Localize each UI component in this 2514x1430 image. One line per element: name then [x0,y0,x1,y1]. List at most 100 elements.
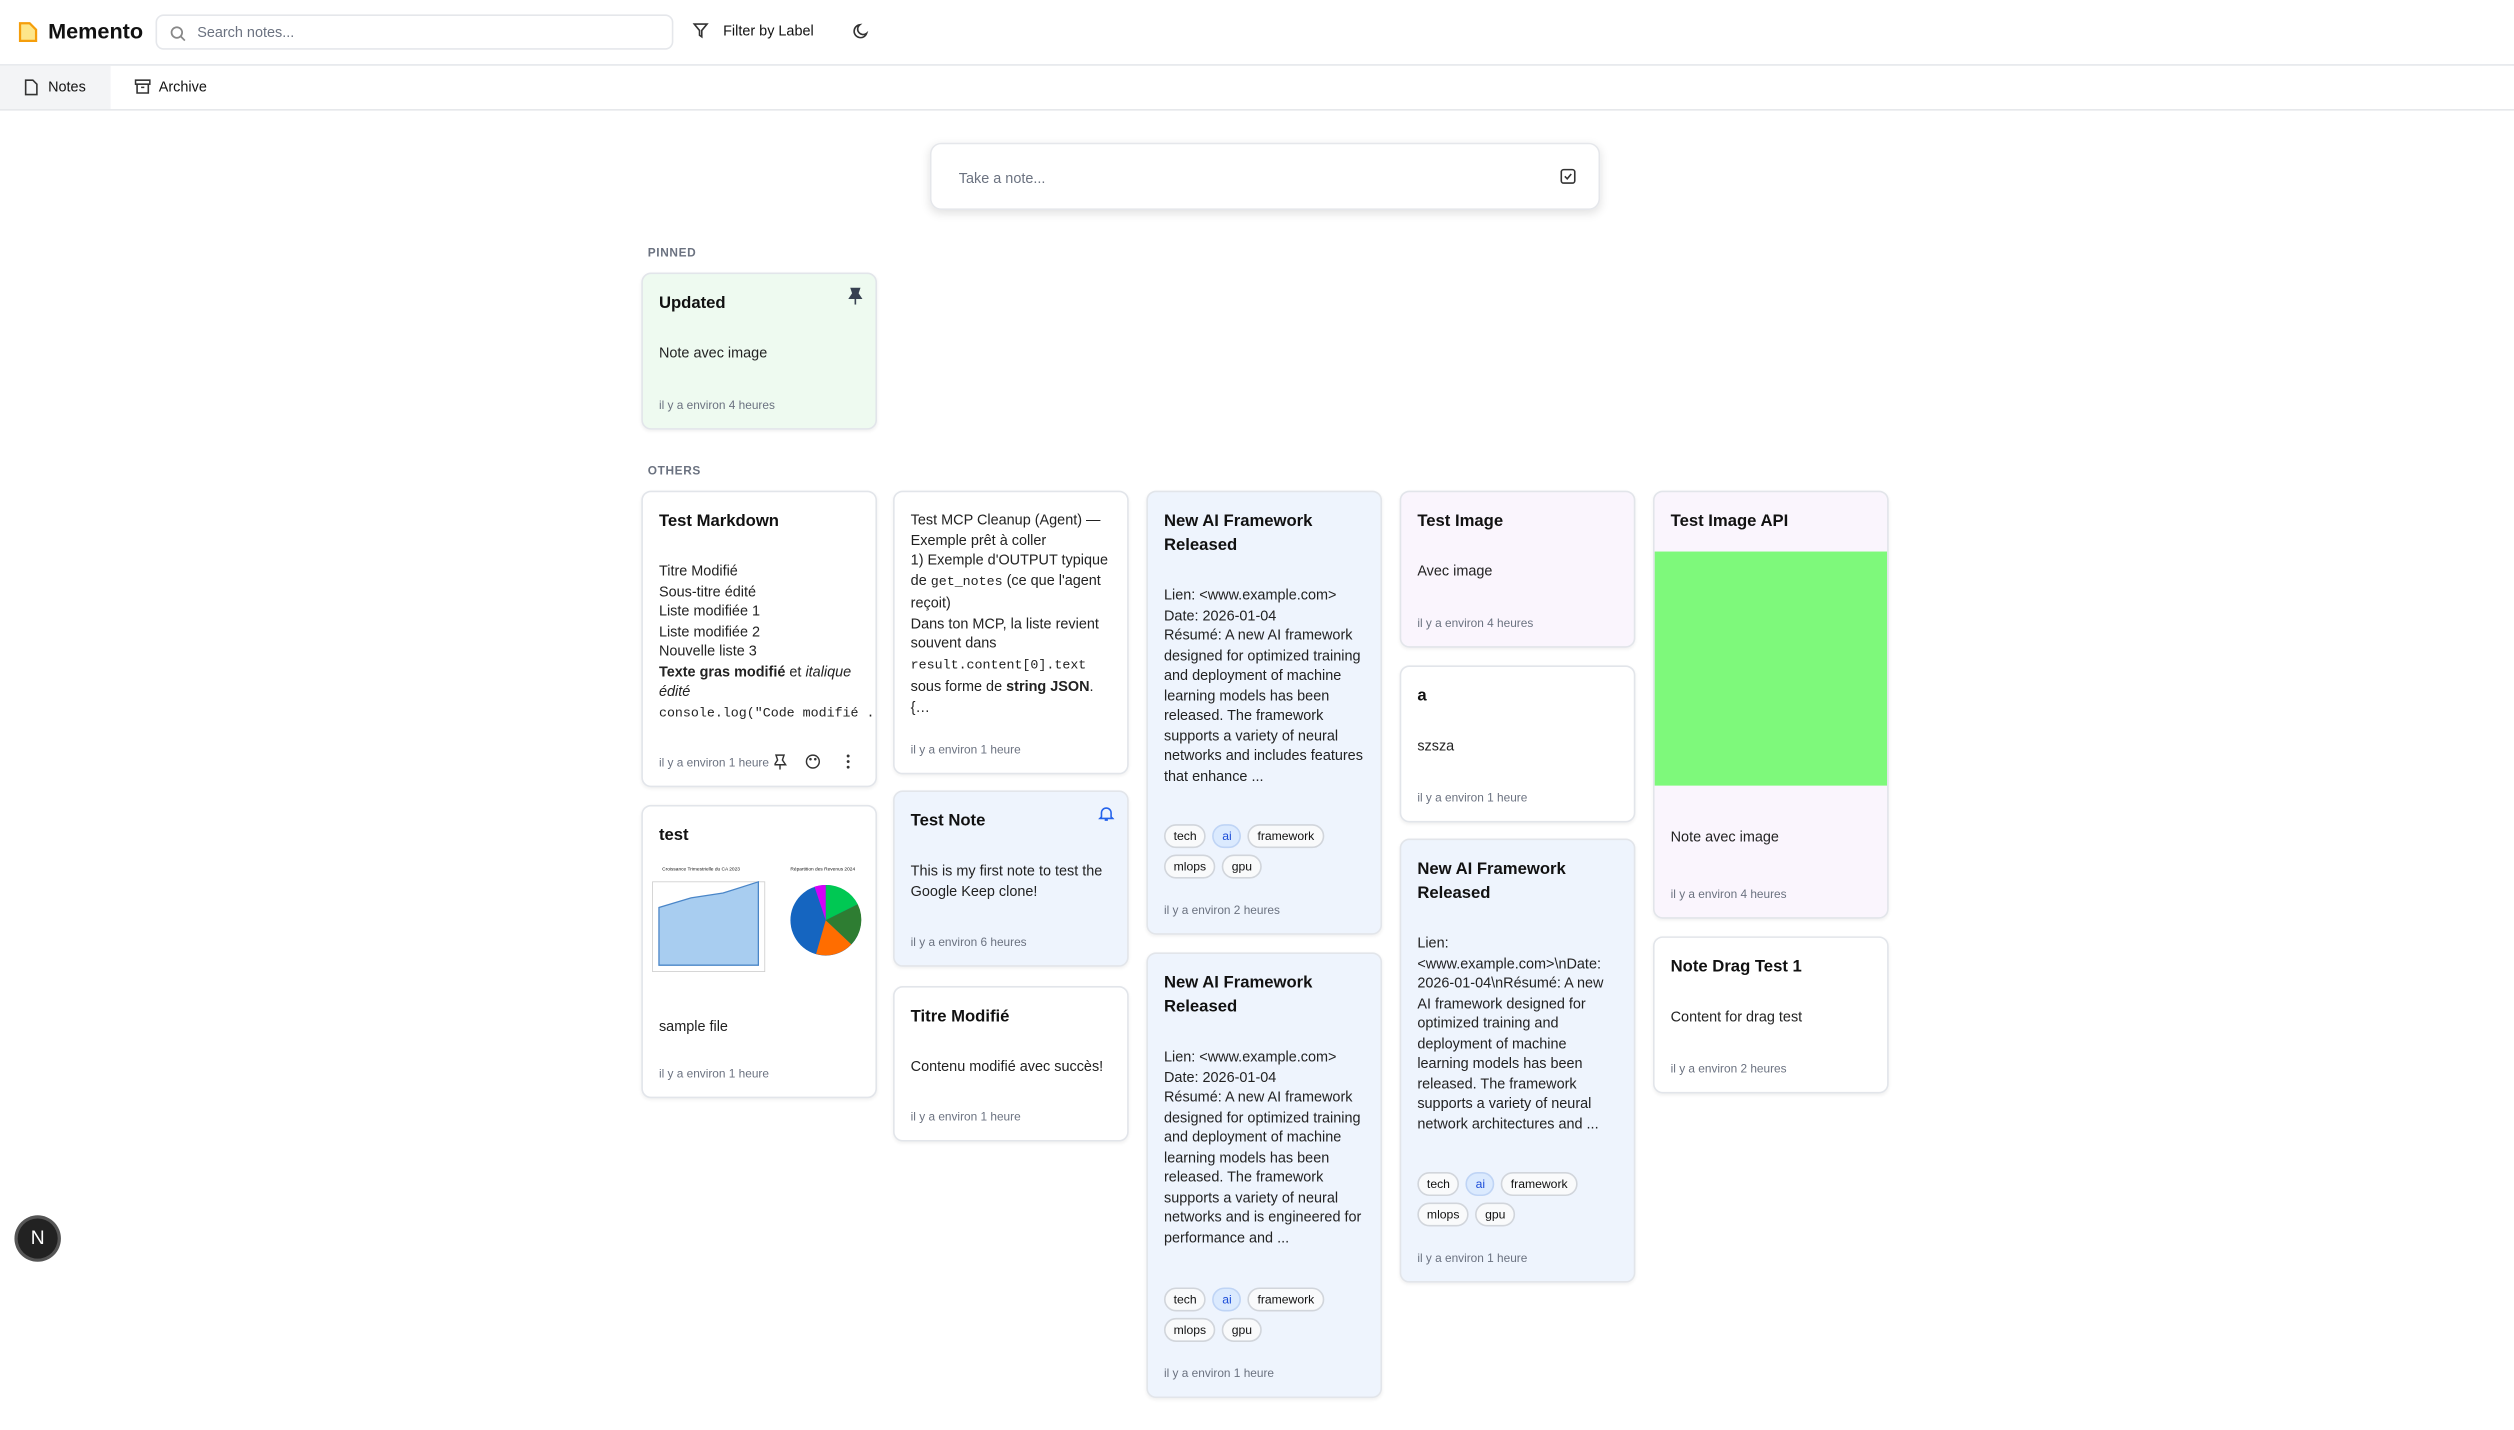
search-placeholder: Search notes... [197,24,295,41]
label-chip[interactable]: gpu [1222,1317,1262,1342]
note-body: Titre Modifié Sous-titre édité Liste modif… [658,561,875,725]
text-run: . [1089,678,1094,695]
text-run: de [910,571,931,588]
body-line: Avec image [1417,562,1493,579]
body-line: Résumé: A new AI framework designed for … [1163,626,1363,784]
label-chip[interactable]: tech [1163,1287,1207,1312]
body-line: Content for drag test [1670,1008,1803,1025]
note-card[interactable]: Titre Modifié Contenu modifié avec succès… [893,986,1129,1142]
text-run: string JSON [1006,678,1090,695]
label-chip[interactable]: ai [1212,824,1242,849]
note-images: Croissance Trimestrielle du CA 2023 Répar… [643,866,875,978]
note-time: il y a environ 1 heure [910,1109,1021,1124]
filter-label: Filter by Label [723,22,814,39]
text-run: get_notes [930,574,1003,590]
text-run: console.log("Code modifié ... [658,706,878,721]
body-line: Note avec image [1670,828,1779,845]
note-time: il y a environ 2 heures [1163,902,1280,918]
note-title: New AI Framework Released [1163,974,1313,1017]
body-line: Exemple prêt à coller [910,531,1047,548]
note-title: Titre Modifié [910,1008,1010,1027]
note-title: Test Note [910,812,986,831]
label-chip[interactable]: gpu [1222,854,1262,879]
archive-tab[interactable]: Archive [134,66,231,109]
note-card[interactable]: test Croissance Trimestrielle du CA 2023 R… [641,804,878,1099]
note-time: il y a environ 4 heures [1417,615,1534,631]
note-card[interactable]: Test MCP Cleanup (Agent) — Exemple prêt à… [893,490,1129,775]
note-card[interactable]: New AI Framework Released Lien: <www.exam… [1146,490,1383,935]
note-card[interactable]: a szsza il y a environ 1 heure [1399,665,1636,823]
note-time: il y a environ 1 heure [658,1066,769,1081]
note-body: Lien: <www.example.com> Date: 2026-01-04 R… [1164,585,1364,785]
note-body: Note avec image [1671,827,1871,847]
label-chip[interactable]: gpu [1475,1202,1516,1227]
label-chip[interactable]: mlops [1417,1202,1470,1227]
note-body: This is my first note to test the Google… [911,861,1111,901]
note-time: il y a environ 1 heure [1417,1250,1528,1266]
text-run: et [785,662,806,679]
note-time: il y a environ 1 heure [910,742,1021,757]
note-body: Contenu modifié avec succès! [911,1057,1111,1077]
dev-badge[interactable]: N [17,1218,58,1259]
body-line: {… [910,698,930,715]
tab-label: Notes [48,78,86,95]
text-run: Texte gras modifié [658,662,786,679]
search-icon [170,26,186,42]
logo-icon [18,22,38,43]
body-line: souvent dans [910,634,997,651]
checklist-icon[interactable] [1560,168,1576,184]
note-card[interactable]: Test Markdown Titre Modifié Sous-titre édi… [641,490,878,788]
body-line: Liste modifiée 2 [658,622,761,639]
chart-images [652,880,862,973]
label-chip[interactable]: framework [1247,1287,1324,1312]
note-body: Note avec image [659,343,859,363]
label-chip[interactable]: ai [1212,1287,1242,1312]
label-chip[interactable]: framework [1247,824,1324,849]
note-labels: tech ai framework mlops gpu [1417,1172,1621,1227]
label-chip[interactable]: mlops [1163,854,1216,879]
note-card[interactable]: Updated Note avec image il y a environ 4 h… [641,272,878,430]
note-card[interactable]: Test Image API Note avec image il y a envi… [1653,490,1889,919]
note-labels: tech ai framework mlops gpu [1163,824,1368,879]
note-time: il y a environ 1 heure [1417,790,1528,805]
body-line: Résumé: A new AI framework designed for … [1163,1088,1362,1245]
body-line: Contenu modifié avec succès! [910,1058,1104,1075]
note-card[interactable]: New AI Framework Released Lien: <www.exam… [1146,952,1383,1399]
composer[interactable]: Take a note... [929,142,1601,211]
theme-toggle[interactable] [853,22,871,40]
section-heading: OTHERS [647,463,701,478]
body-line: Titre Modifié [658,562,738,579]
note-body: Content for drag test [1671,1007,1871,1027]
filter-icon [692,23,709,39]
note-card[interactable]: Test Image Avec image il y a environ 4 heu… [1399,490,1636,648]
note-card[interactable]: Test Note This is my first note to test t… [893,790,1129,967]
note-card[interactable]: Note Drag Test 1 Content for drag test il … [1653,936,1889,1094]
label-chip[interactable]: tech [1417,1172,1460,1197]
body-line: Liste modifiée 1 [658,602,761,619]
note-time: il y a environ 1 heure [658,755,769,770]
body-line: Date: 2026-01-04 [1163,1068,1277,1085]
body-line: Lien: <www.example.com> [1163,586,1337,603]
label-chip[interactable]: framework [1501,1172,1578,1197]
note-title: Note Drag Test 1 [1670,958,1802,977]
note-body: Test MCP Cleanup (Agent) — Exemple prêt à… [911,510,1111,717]
body-line: Sous-titre édité [658,582,757,599]
body-line: Texte gras modifié et italique édité [659,661,859,701]
note-card[interactable]: New AI Framework Released Lien: <www.exam… [1399,838,1636,1283]
search-box[interactable]: Search notes... [155,14,674,50]
label-chip[interactable]: mlops [1163,1317,1216,1342]
note-title: Updated [658,295,726,313]
body-line: sous forme de string JSON. [911,677,1111,697]
body-line: Date: 2026-01-04 [1163,606,1277,623]
note-time: il y a environ 6 heures [910,934,1027,950]
notes-tab[interactable]: Notes [0,65,111,110]
body-line: Test MCP Cleanup (Agent) — [910,511,1101,528]
notes-icon [24,79,38,96]
label-chip[interactable]: tech [1163,824,1207,849]
body-line: sample file [658,1018,728,1035]
note-time: il y a environ 4 heures [1670,886,1787,902]
text-run: italique édité [658,662,852,700]
label-chip[interactable]: ai [1465,1172,1495,1197]
